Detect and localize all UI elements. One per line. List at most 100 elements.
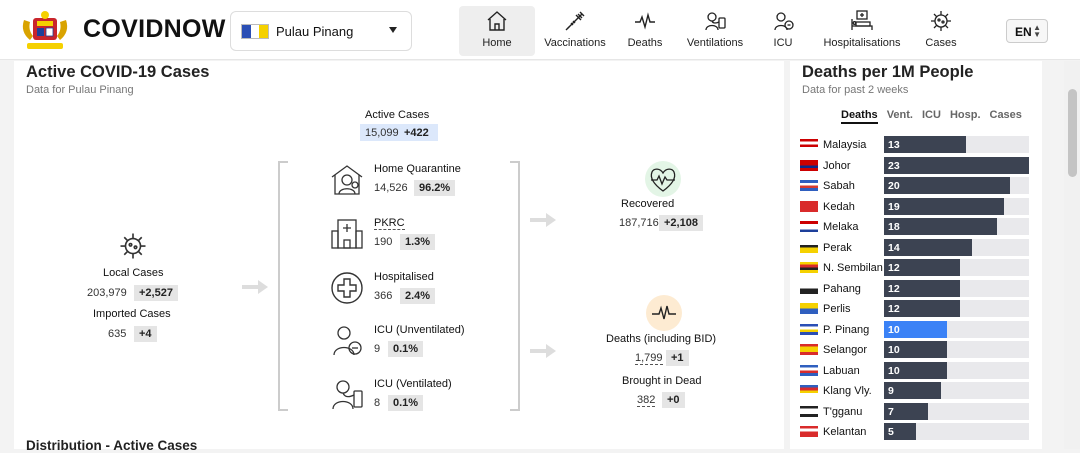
tab-hosp[interactable]: Hosp. — [949, 109, 981, 121]
chart-row: Sabah 20 — [800, 177, 1030, 195]
home-icon — [487, 11, 507, 31]
state-flag-icon — [800, 159, 818, 171]
local-cases-label: Local Cases — [103, 267, 164, 279]
chart-value-label: 14 — [888, 241, 900, 254]
active-cases-value: 15,099 — [365, 127, 399, 139]
page-scrollbar[interactable] — [1064, 61, 1080, 449]
distribution-section-title: Distribution - Active Cases — [26, 438, 198, 453]
chart-value-label: 13 — [888, 139, 900, 151]
imported-cases-delta: +4 — [134, 326, 157, 342]
icu-ventilated-value: 8 — [374, 397, 381, 409]
chart-row: N. Sembilan 12 — [800, 259, 1030, 277]
chart-bar[interactable]: 13 — [884, 136, 966, 153]
chart-row: Melaka 18 — [800, 218, 1030, 236]
chart-bar[interactable]: 14 — [884, 238, 973, 256]
tab-cases[interactable]: Cases — [989, 109, 1022, 121]
chart-bar-track: 13 — [884, 136, 1029, 153]
icu-ventilated-label: ICU (Ventilated) — [374, 378, 452, 390]
chart-row: Pahang 12 — [800, 279, 1030, 298]
pkrc-building-icon — [331, 219, 363, 249]
chart-bar[interactable]: 12 — [884, 279, 960, 297]
nav-ventilations-label: Ventilations — [686, 37, 744, 49]
state-flag-icon — [800, 241, 818, 253]
chart-bar[interactable]: 18 — [884, 218, 998, 235]
chart-bar-track: 14 — [884, 238, 1029, 256]
main-nav: Home Vaccinations Deaths Ventilations IC… — [459, 6, 969, 56]
chart-bar[interactable]: 5 — [884, 423, 916, 440]
chart-bar[interactable]: 10 — [884, 341, 948, 358]
deaths-value[interactable]: 1,799 — [635, 352, 663, 365]
brand-title[interactable]: COVIDNOW — [83, 15, 226, 43]
chart-bar-track: 23 — [884, 156, 1029, 174]
nav-icu-label: ICU — [773, 37, 793, 49]
chart-value-label: 23 — [888, 159, 900, 172]
chart-bar[interactable]: 12 — [884, 300, 960, 317]
nav-home[interactable]: Home — [459, 6, 535, 56]
recovered-delta: +2,108 — [659, 215, 703, 231]
state-flag-icon — [800, 180, 818, 191]
deaths-delta: +1 — [666, 350, 689, 366]
recovered-label: Recovered — [621, 198, 675, 210]
chart-bar-track: 19 — [884, 197, 1029, 215]
chart-bar[interactable]: 10 — [884, 320, 948, 338]
chart-category-label: N. Sembilan — [823, 262, 883, 274]
language-select[interactable]: EN ▲ ▼ — [1006, 19, 1048, 43]
chart-bar[interactable]: 20 — [884, 177, 1011, 194]
icu-unventilated-label: ICU (Unventilated) — [374, 324, 465, 336]
scrollbar-thumb[interactable] — [1068, 89, 1077, 177]
pkrc-value: 190 — [374, 236, 393, 248]
nav-ventilations[interactable]: Ventilations — [675, 6, 755, 56]
pkrc-label[interactable]: PKRC — [374, 217, 405, 230]
chart-bar[interactable]: 12 — [884, 259, 960, 276]
panel-subtitle: Data for past 2 weeks — [802, 84, 909, 96]
bracket-right — [510, 161, 520, 411]
chart-category-label: Perlis — [823, 303, 851, 315]
home-quarantine-value: 14,526 — [374, 182, 408, 194]
tab-icu[interactable]: ICU — [921, 109, 941, 121]
chart-category-label: Malaysia — [823, 139, 867, 151]
nav-vaccinations[interactable]: Vaccinations — [535, 6, 615, 56]
hospitalised-value: 366 — [374, 290, 393, 302]
state-flag-icon — [800, 221, 818, 232]
top-navbar: COVIDNOW Pulau Pinang Home Vaccinations … — [0, 0, 1080, 60]
hospital-bed-icon — [851, 10, 873, 30]
arrow-right-icon — [242, 280, 268, 294]
home-quarantine-icon — [331, 165, 363, 195]
nav-cases[interactable]: Cases — [913, 6, 969, 56]
state-dropdown[interactable]: Pulau Pinang — [230, 11, 412, 51]
nav-deaths[interactable]: Deaths — [615, 6, 675, 56]
malaysia-coat-of-arms-logo[interactable] — [18, 10, 72, 52]
chart-bar-track: 9 — [884, 382, 1029, 399]
tab-vent[interactable]: Vent. — [886, 109, 913, 121]
bracket-left — [278, 161, 288, 411]
chart-bar[interactable]: 23 — [884, 156, 1029, 174]
state-dropdown-value: Pulau Pinang — [276, 24, 354, 39]
chart-bar[interactable]: 7 — [884, 402, 929, 420]
chart-row: T'gganu 7 — [800, 402, 1030, 421]
updown-caret-icon: ▲ ▼ — [1033, 23, 1041, 39]
chart-category-label: Perak — [823, 241, 852, 254]
chart-value-label: 18 — [888, 221, 900, 233]
chart-category-label: Kedah — [823, 200, 855, 213]
active-cases-label: Active Cases — [365, 109, 430, 121]
heart-pulse-icon — [650, 168, 676, 192]
chart-bar[interactable]: 10 — [884, 361, 948, 379]
deaths-per-million-panel: Deaths per 1M People Data for past 2 wee… — [790, 61, 1042, 449]
home-quarantine-pct: 96.2% — [414, 180, 456, 196]
chart-row: Perlis 12 — [800, 300, 1030, 318]
chart-value-label: 5 — [888, 426, 894, 438]
panel-subtitle: Data for Pulau Pinang — [26, 84, 134, 96]
nav-icu[interactable]: ICU — [755, 6, 811, 56]
chart-value-label: 20 — [888, 180, 900, 192]
chart-bar[interactable]: 9 — [884, 382, 941, 399]
local-cases-delta: +2,527 — [134, 285, 178, 301]
ventilator-icon — [705, 12, 726, 31]
panel-title: Active COVID-19 Cases — [26, 63, 210, 81]
bid-value[interactable]: 382 — [637, 394, 656, 407]
chart-bar[interactable]: 19 — [884, 197, 1004, 215]
tab-deaths[interactable]: Deaths — [841, 109, 878, 124]
state-flag-icon — [800, 364, 818, 376]
chart-row: Perak 14 — [800, 238, 1030, 257]
nav-hospitalisations[interactable]: Hospitalisations — [811, 6, 913, 56]
chart-bar-track: 12 — [884, 300, 1029, 317]
